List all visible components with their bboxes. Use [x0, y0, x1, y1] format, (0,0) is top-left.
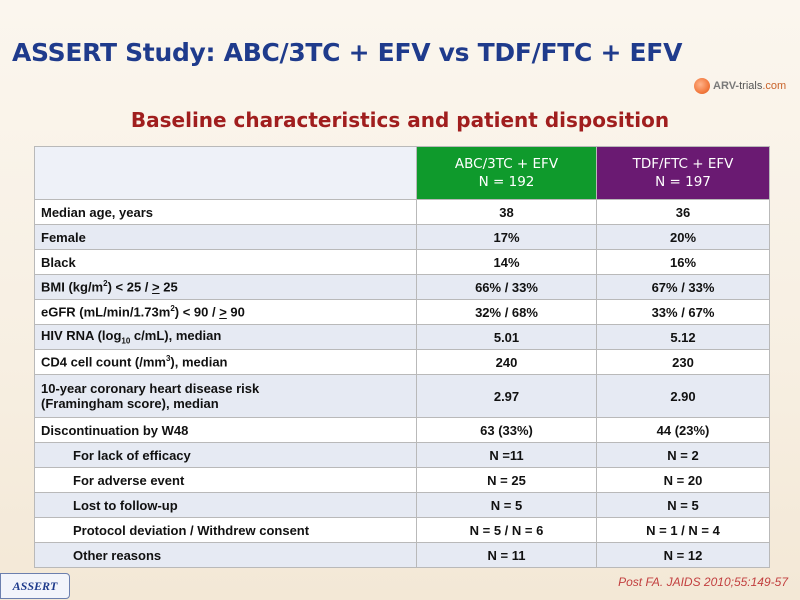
- table-row-median-age: Median age, years 38 36: [34, 199, 770, 225]
- row-value-tdf: 2.90: [596, 374, 770, 418]
- label-part: HIV RNA (log: [41, 328, 122, 344]
- label-part: c/mL), median: [130, 328, 222, 344]
- table-row-black: Black 14% 16%: [34, 249, 770, 275]
- row-value-abc: N = 5: [416, 492, 597, 518]
- row-value-tdf: N = 1 / N = 4: [596, 517, 770, 543]
- table-row-adverse-event: For adverse event N = 25 N = 20: [34, 467, 770, 493]
- logo-text-com: .com: [762, 80, 787, 92]
- table-row-chd-risk: 10-year coronary heart disease risk (Fram…: [34, 374, 770, 418]
- arv-trials-logo: ARV-trials .com: [694, 78, 786, 94]
- label-underline: >: [219, 304, 227, 320]
- header-abc-n: N = 192: [478, 174, 535, 190]
- row-value-tdf: 5.12: [596, 324, 770, 350]
- row-value-tdf: 44 (23%): [596, 417, 770, 443]
- row-value-tdf: 230: [596, 349, 770, 375]
- header-abc-3tc-efv: ABC/3TC + EFV N = 192: [416, 146, 597, 200]
- row-value-abc: 240: [416, 349, 597, 375]
- label-sup: 2: [103, 279, 108, 289]
- row-label: Median age, years: [34, 199, 417, 225]
- header-tdf-n: N = 197: [655, 174, 711, 190]
- citation: Post FA. JAIDS 2010;55:149-57: [618, 575, 788, 589]
- label-underline: >: [152, 279, 160, 295]
- label-sup: 3: [165, 354, 171, 364]
- row-value-abc: 2.97: [416, 374, 597, 418]
- header-empty-cell: [34, 146, 417, 200]
- table-row-female: Female 17% 20%: [34, 224, 770, 250]
- header-abc-name: ABC/3TC + EFV: [454, 156, 559, 172]
- label-part: eGFR (mL/min/1.73m: [41, 304, 171, 320]
- row-value-abc: 32% / 68%: [416, 299, 597, 325]
- row-value-tdf: N = 12: [596, 542, 770, 568]
- logo-text-arv: ARV-: [713, 80, 740, 92]
- slide-subtitle: Baseline characteristics and patient dis…: [130, 108, 670, 132]
- label-part: ) < 90 /: [174, 304, 220, 320]
- label-part: CD4 cell count (/mm: [41, 354, 166, 370]
- table-row-discontinuation: Discontinuation by W48 63 (33%) 44 (23%): [34, 417, 770, 443]
- row-label: CD4 cell count (/mm3), median: [34, 349, 417, 375]
- label-line: 10-year coronary heart disease risk: [41, 381, 260, 396]
- row-value-tdf: 33% / 67%: [596, 299, 770, 325]
- row-value-abc: 5.01: [416, 324, 597, 350]
- assert-footer-badge: ASSERT: [0, 573, 70, 599]
- logo-text-trials: trials: [739, 80, 763, 92]
- table-row-lost-to-follow-up: Lost to follow-up N = 5 N = 5: [34, 492, 770, 518]
- row-value-abc: 14%: [416, 249, 597, 275]
- row-value-abc: 66% / 33%: [416, 274, 597, 300]
- baseline-table: ABC/3TC + EFV N = 192 TDF/FTC + EFV N = …: [34, 146, 770, 568]
- label-part: 90: [226, 304, 245, 320]
- row-value-tdf: 16%: [596, 249, 770, 275]
- row-value-abc: N = 11: [416, 542, 597, 568]
- row-value-abc: N =11: [416, 442, 597, 468]
- row-label: BMI (kg/m2) < 25 / > 25: [34, 274, 417, 300]
- row-value-abc: N = 5 / N = 6: [416, 517, 597, 543]
- table-row-cd4: CD4 cell count (/mm3), median 240 230: [34, 349, 770, 375]
- row-value-tdf: N = 20: [596, 467, 770, 493]
- table-row-protocol-deviation: Protocol deviation / Withdrew consent N …: [34, 517, 770, 543]
- label-line: (Framingham score), median: [41, 396, 219, 411]
- row-label: Black: [34, 249, 417, 275]
- row-value-tdf: 36: [596, 199, 770, 225]
- row-label: Female: [34, 224, 417, 250]
- row-label: Protocol deviation / Withdrew consent: [34, 517, 417, 543]
- label-part: BMI (kg/m: [41, 279, 104, 295]
- header-tdf-name: TDF/FTC + EFV: [632, 156, 734, 172]
- row-label: Discontinuation by W48: [34, 417, 417, 443]
- row-label: Lost to follow-up: [34, 492, 417, 518]
- label-sub: 10: [121, 336, 131, 346]
- table-row-bmi: BMI (kg/m2) < 25 / > 25 66% / 33% 67% / …: [34, 274, 770, 300]
- row-value-abc: 17%: [416, 224, 597, 250]
- label-part: 25: [159, 279, 178, 295]
- table-row-other-reasons: Other reasons N = 11 N = 12: [34, 542, 770, 568]
- table-row-egfr: eGFR (mL/min/1.73m2) < 90 / > 90 32% / 6…: [34, 299, 770, 325]
- row-value-tdf: 67% / 33%: [596, 274, 770, 300]
- label-part: ) < 25 /: [107, 279, 153, 295]
- label-part: ), median: [170, 354, 228, 370]
- row-label: eGFR (mL/min/1.73m2) < 90 / > 90: [34, 299, 417, 325]
- label-sup: 2: [170, 304, 175, 314]
- arv-logo-icon: [694, 78, 710, 94]
- table-row-hiv-rna: HIV RNA (log10 c/mL), median 5.01 5.12: [34, 324, 770, 350]
- header-tdf-ftc-efv: TDF/FTC + EFV N = 197: [596, 146, 770, 200]
- row-value-tdf: 20%: [596, 224, 770, 250]
- row-label: For adverse event: [34, 467, 417, 493]
- row-value-tdf: N = 2: [596, 442, 770, 468]
- row-label: 10-year coronary heart disease risk (Fram…: [34, 374, 417, 418]
- row-label: Other reasons: [34, 542, 417, 568]
- table-row-lack-of-efficacy: For lack of efficacy N =11 N = 2: [34, 442, 770, 468]
- row-label: HIV RNA (log10 c/mL), median: [34, 324, 417, 350]
- row-value-abc: N = 25: [416, 467, 597, 493]
- table-header-row: ABC/3TC + EFV N = 192 TDF/FTC + EFV N = …: [34, 146, 770, 200]
- row-label: For lack of efficacy: [34, 442, 417, 468]
- slide-title: ASSERT Study: ABC/3TC + EFV vs TDF/FTC +…: [12, 38, 683, 67]
- row-value-abc: 63 (33%): [416, 417, 597, 443]
- row-value-tdf: N = 5: [596, 492, 770, 518]
- row-value-abc: 38: [416, 199, 597, 225]
